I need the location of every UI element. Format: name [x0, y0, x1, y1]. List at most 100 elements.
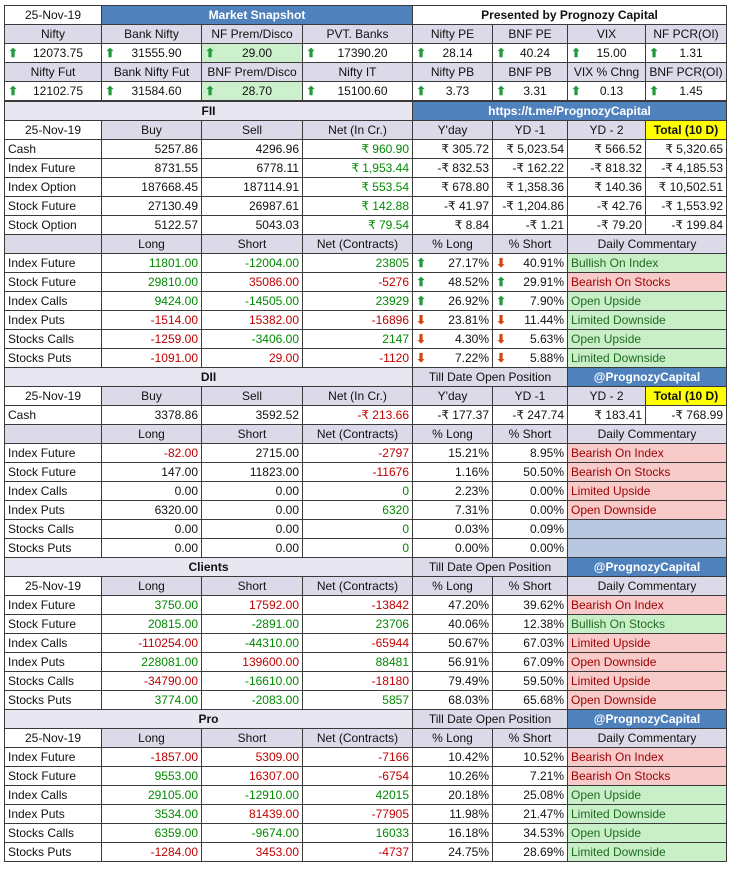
pct-long: ⬇ 4.30%: [412, 329, 493, 349]
telegram-link[interactable]: https://t.me/PrognozyCapital: [412, 101, 727, 121]
yd1-value: ₹ 1,358.36: [492, 177, 568, 197]
row-label: Index Calls: [4, 633, 102, 653]
oi-row: Index Calls 29105.00 -12910.00 42015 20.18% 2…: [4, 785, 727, 805]
daily-commentary: Limited Downside: [567, 804, 727, 824]
yd2-value: ₹ 183.41: [567, 405, 646, 425]
net-contracts: -5276: [302, 272, 413, 292]
net-contracts: 16033: [302, 823, 413, 843]
pct-short: 10.52%: [492, 747, 568, 767]
short-value: 16307.00: [201, 766, 303, 786]
pct-short: 21.47%: [492, 804, 568, 824]
short-value: 2715.00: [201, 443, 303, 463]
snapshot-header: NF PCR(OI): [645, 24, 727, 44]
daily-commentary: [567, 538, 727, 558]
daily-commentary: Bearish On Index: [567, 595, 727, 615]
snapshot-value: ⬆ 31555.90: [101, 43, 202, 63]
snapshot-value-text: 29.00: [241, 45, 273, 60]
snapshot-table: 25-Nov-19 Market Snapshot Presented by Pro…: [4, 5, 727, 101]
pct-long: ⬇ 23.81%: [412, 310, 493, 330]
oi-row: Index Calls -110254.00 -44310.00 -65944 50.6…: [4, 633, 727, 653]
column-header: Long: [101, 424, 202, 444]
pct-long: 50.67%: [412, 633, 493, 653]
arrow-up-icon: ⬆: [416, 293, 427, 308]
oi-row: Stocks Puts 3774.00 -2083.00 5857 68.03% 65.6…: [4, 690, 727, 710]
arrow-down-icon: ⬇: [496, 331, 507, 346]
net-contracts: 2147: [302, 329, 413, 349]
snapshot-value-text: 40.24: [519, 45, 551, 60]
row-label: Stock Future: [4, 196, 102, 216]
snapshot-header: NF Prem/Disco: [201, 24, 303, 44]
row-label: Stock Future: [4, 272, 102, 292]
column-header: % Long: [412, 424, 493, 444]
short-value: 0.00: [201, 538, 303, 558]
snapshot-value: ⬆ 31584.60: [101, 81, 202, 101]
column-header: [4, 424, 102, 444]
daily-commentary: Open Upside: [567, 785, 727, 805]
snapshot-header: Nifty PB: [412, 62, 493, 82]
snapshot-header: BNF PB: [492, 62, 568, 82]
row-label: Stocks Puts: [4, 842, 102, 862]
snapshot-value-text: 1.45: [679, 83, 703, 98]
pct-long: 11.98%: [412, 804, 493, 824]
pct-short: 25.08%: [492, 785, 568, 805]
long-value: 6359.00: [101, 823, 202, 843]
column-header: 25-Nov-19: [4, 728, 102, 748]
sell-value: 187114.91: [201, 177, 303, 197]
column-header: YD -1: [492, 120, 568, 140]
snapshot-value-text: 1.31: [679, 45, 703, 60]
arrow-down-icon: ⬇: [496, 255, 507, 270]
snapshot-header: Nifty IT: [302, 62, 413, 82]
yd2-value: -₹ 42.76: [567, 196, 646, 216]
long-value: -1259.00: [101, 329, 202, 349]
arrow-up-icon: ⬆: [416, 274, 427, 289]
arrow-up-icon: ⬆: [416, 255, 427, 270]
row-label: Index Calls: [4, 291, 102, 311]
short-value: -14505.00: [201, 291, 303, 311]
arrow-up-icon: ⬆: [306, 83, 317, 98]
short-value: 0.00: [201, 500, 303, 520]
pct-long: 47.20%: [412, 595, 493, 615]
pct-long: 10.26%: [412, 766, 493, 786]
oi-row: Index Calls 0.00 0.00 0 2.23% 0.00% Limited Up…: [4, 481, 727, 501]
column-header: YD - 2: [567, 386, 646, 406]
column-header: 25-Nov-19: [4, 386, 102, 406]
till-date-label: Till Date Open Position: [412, 557, 568, 577]
column-header: Short: [201, 234, 303, 254]
short-value: 0.00: [201, 519, 303, 539]
pct-long: 79.49%: [412, 671, 493, 691]
snapshot-value-text: 3.73: [445, 83, 470, 98]
row-label: Index Puts: [4, 500, 102, 520]
arrow-up-icon: ⬆: [649, 83, 660, 98]
daily-commentary: Limited Downside: [567, 842, 727, 862]
daily-commentary: Open Downside: [567, 500, 727, 520]
total-value: -₹ 4,185.53: [645, 158, 727, 178]
oi-row: Index Puts 6320.00 0.00 6320 7.31% 0.00% Open …: [4, 500, 727, 520]
row-label: Index Puts: [4, 310, 102, 330]
arrow-up-icon: ⬆: [571, 83, 582, 98]
row-label: Stocks Calls: [4, 671, 102, 691]
snapshot-header: BNF PCR(OI): [645, 62, 727, 82]
daily-commentary: Open Upside: [567, 329, 727, 349]
row-label: Index Option: [4, 177, 102, 197]
row-label: Index Future: [4, 747, 102, 767]
row-label: Stocks Puts: [4, 690, 102, 710]
pct-short: 67.09%: [492, 652, 568, 672]
column-header: Net (In Cr.): [302, 386, 413, 406]
column-header: Daily Commentary: [567, 576, 727, 596]
short-value: -3406.00: [201, 329, 303, 349]
short-value: -9674.00: [201, 823, 303, 843]
long-value: 0.00: [101, 538, 202, 558]
column-header: Short: [201, 576, 303, 596]
snapshot-value: ⬆ 40.24: [492, 43, 568, 63]
column-header: Buy: [101, 120, 202, 140]
pct-short: 59.50%: [492, 671, 568, 691]
handle-label: @PrognozyCapital: [567, 709, 727, 729]
pct-short: 0.00%: [492, 500, 568, 520]
snapshot-value-text: 3.31: [523, 83, 547, 98]
short-value: 81439.00: [201, 804, 303, 824]
short-value: 35086.00: [201, 272, 303, 292]
arrow-up-icon: ⬆: [649, 45, 660, 60]
net-value: -₹ 213.66: [302, 405, 413, 425]
arrow-down-icon: ⬇: [416, 312, 427, 327]
pct-long: ⬇ 7.22%: [412, 348, 493, 368]
